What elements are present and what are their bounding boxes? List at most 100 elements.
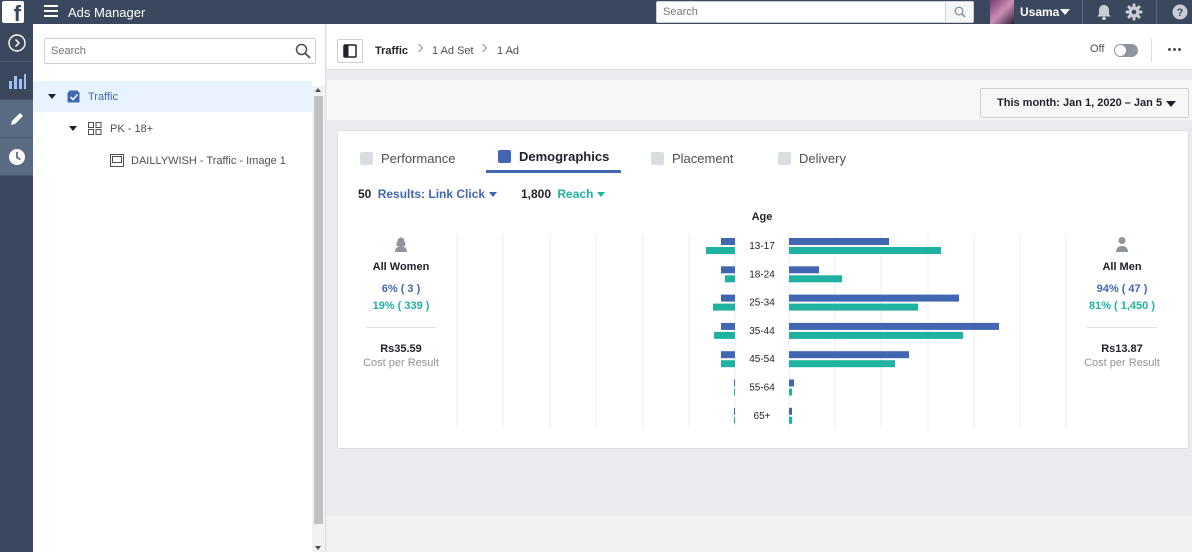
- results-label: Results: Link Click: [377, 187, 486, 201]
- top-bar: f Ads Manager Usama ?: [0, 0, 1192, 25]
- search-button[interactable]: [945, 2, 973, 22]
- top-search-box[interactable]: [656, 1, 974, 23]
- breadcrumb-ad[interactable]: 1 Ad: [497, 45, 520, 57]
- breadcrumb-campaign[interactable]: Traffic: [375, 45, 409, 57]
- main-header: Traffic 1 Ad Set 1 Ad Off: [327, 24, 1192, 70]
- reporting-nav-button[interactable]: [0, 62, 33, 100]
- women-reach-bar: [706, 247, 735, 254]
- chevron-down-icon: [1166, 101, 1176, 107]
- tab-delivery[interactable]: Delivery: [778, 143, 846, 173]
- divider: [366, 327, 436, 328]
- date-range-label: This month: Jan 1, 2020 – Jan 5: [997, 97, 1163, 109]
- reach-metric-selector[interactable]: 1,800 Reach: [521, 187, 606, 201]
- women-results-bar: [734, 407, 735, 415]
- chevron-down-icon[interactable]: [1060, 9, 1070, 15]
- tree-item-ad-set[interactable]: PK - 18+: [33, 113, 312, 144]
- tree-item-campaign[interactable]: Traffic: [33, 81, 312, 112]
- chevron-down-icon: [489, 192, 498, 198]
- tree-panel: Traffic PK - 18+ DAILLYWISH - Traffic - …: [33, 24, 326, 552]
- men-results-bar: [789, 407, 792, 415]
- toggle-panel-button[interactable]: [0, 24, 33, 62]
- divider: [1151, 38, 1152, 62]
- woman-user-icon: [395, 237, 407, 252]
- pencil-icon: [10, 112, 23, 125]
- men-cost: Rs13.87: [1101, 343, 1143, 355]
- tab-placement[interactable]: Placement: [651, 143, 733, 173]
- men-reach-bar: [789, 275, 842, 283]
- tab-label: Performance: [381, 150, 456, 166]
- scroll-down-arrow-icon[interactable]: [315, 546, 321, 550]
- age-label: 45-54: [749, 354, 775, 365]
- men-results-bar: [789, 294, 959, 302]
- chevron-right-icon: [478, 43, 488, 53]
- men-reach-pct: 81% ( 1,450 ): [1088, 300, 1156, 312]
- date-range-selector[interactable]: This month: Jan 1, 2020 – Jan 5: [980, 88, 1189, 118]
- divider: [1082, 0, 1083, 24]
- chevron-down-icon: [597, 192, 606, 198]
- scroll-up-arrow-icon[interactable]: [315, 88, 321, 92]
- men-reach-bar: [789, 247, 941, 254]
- edit-nav-button[interactable]: [0, 100, 33, 138]
- username[interactable]: Usama: [1020, 5, 1060, 19]
- chevron-right-icon: [414, 43, 424, 53]
- sidebar-panel-icon: [343, 44, 357, 58]
- breadcrumb-ad-set[interactable]: 1 Ad Set: [432, 45, 474, 57]
- tree-search-box[interactable]: [44, 38, 316, 64]
- men-label: All Men: [1102, 261, 1142, 273]
- ad-preview-icon: [110, 154, 124, 167]
- ad-set-grid-icon: [88, 122, 102, 135]
- search-icon[interactable]: [295, 43, 311, 59]
- chart-title: Age: [752, 211, 773, 223]
- history-nav-button[interactable]: [0, 138, 33, 176]
- men-reach-bar: [789, 388, 792, 396]
- top-search-input[interactable]: [657, 2, 945, 22]
- demographics-card: Performance Demographics Placement Deliv…: [337, 130, 1189, 449]
- demographics-icon: [498, 150, 511, 163]
- men-results-bar: [789, 379, 794, 387]
- scrollbar-thumb[interactable]: [314, 96, 323, 524]
- notifications-bell-icon[interactable]: [1094, 2, 1114, 22]
- results-metric-selector[interactable]: 50 Results: Link Click: [358, 187, 498, 201]
- tab-demographics[interactable]: Demographics: [486, 143, 622, 173]
- tree-item-label: Traffic: [88, 90, 118, 103]
- left-nav: [0, 24, 33, 552]
- placement-icon: [651, 151, 664, 165]
- menu-icon[interactable]: [44, 5, 58, 18]
- women-results-bar: [721, 238, 735, 245]
- reach-value: 1,800: [521, 187, 552, 201]
- help-icon[interactable]: ?: [1170, 2, 1190, 22]
- age-demographics-chart: Age 13-17 18-24 25-34 35-44 45-54 55-64 65+: [456, 211, 1067, 429]
- app-title: Ads Manager: [68, 5, 146, 20]
- men-results-bar: [789, 266, 819, 274]
- tree-search-input[interactable]: [45, 39, 285, 63]
- tab-label: Demographics: [519, 149, 610, 164]
- men-results-bar: [789, 322, 999, 330]
- expand-caret-icon[interactable]: [69, 126, 77, 131]
- women-label: All Women: [372, 261, 430, 273]
- tab-performance[interactable]: Performance: [360, 143, 455, 173]
- performance-icon: [360, 151, 373, 165]
- women-cost-label: Cost per Result: [363, 357, 439, 369]
- divider: [1087, 327, 1157, 328]
- men-summary: All Men 94% ( 47 ) 81% ( 1,450 ) Rs13.87…: [1083, 236, 1161, 369]
- tree-scrollbar[interactable]: [312, 86, 325, 552]
- women-reach-bar: [725, 275, 735, 283]
- more-options-icon[interactable]: [1168, 48, 1181, 51]
- expand-caret-icon[interactable]: [48, 94, 56, 99]
- women-results-bar: [721, 266, 735, 274]
- tree-item-label: DAILLYWISH - Traffic - Image 1: [131, 154, 286, 167]
- status-toggle[interactable]: [1114, 44, 1138, 57]
- chevron-right-circle-icon: [7, 33, 26, 52]
- tree-item-ad[interactable]: DAILLYWISH - Traffic - Image 1: [33, 145, 312, 176]
- gear-icon[interactable]: [1124, 2, 1144, 22]
- women-reach-bar: [721, 360, 735, 368]
- man-user-icon: [1116, 237, 1128, 252]
- facebook-logo-icon[interactable]: f: [0, 0, 26, 25]
- results-value: 50: [358, 187, 372, 201]
- avatar[interactable]: [990, 0, 1014, 24]
- sidebar-toggle-button[interactable]: [337, 39, 363, 63]
- women-reach-pct: 19% ( 339 ): [372, 300, 430, 312]
- women-cost: Rs35.59: [380, 343, 422, 355]
- tree-item-label: PK - 18+: [110, 122, 154, 135]
- women-results-bar: [721, 294, 735, 302]
